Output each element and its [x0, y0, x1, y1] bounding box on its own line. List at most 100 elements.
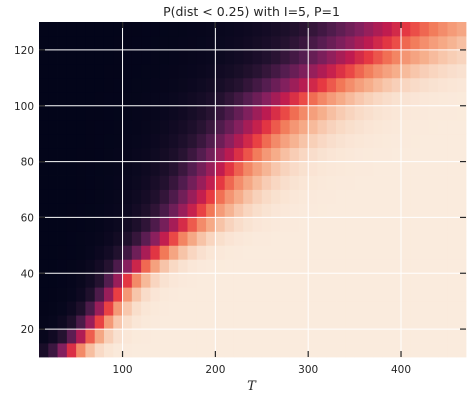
- heatmap-cell: [252, 161, 263, 176]
- heatmap-cell: [308, 287, 318, 302]
- heatmap-cell: [131, 245, 142, 260]
- heatmap-cell: [326, 343, 337, 358]
- heatmap-cell: [103, 329, 114, 344]
- heatmap-cell: [345, 217, 356, 232]
- heatmap-cell: [150, 63, 161, 79]
- heatmap-cell: [141, 91, 151, 107]
- heatmap-cell: [141, 63, 151, 79]
- heatmap-cell: [122, 231, 133, 246]
- heatmap-cell: [178, 161, 188, 176]
- heatmap-cell: [345, 63, 356, 79]
- heatmap-cell: [280, 287, 291, 302]
- heatmap-cell: [196, 133, 207, 149]
- heatmap-cell: [206, 287, 216, 302]
- heatmap-cell: [122, 133, 133, 149]
- heatmap-cell: [76, 35, 86, 51]
- heatmap-cell: [252, 22, 263, 37]
- heatmap-cell: [131, 105, 142, 121]
- heatmap-cell: [345, 119, 356, 135]
- heatmap-cell: [48, 301, 58, 316]
- heatmap-cell: [271, 231, 281, 246]
- heatmap-cell: [354, 63, 365, 79]
- heatmap-cell: [391, 273, 402, 288]
- heatmap-cell: [280, 161, 291, 176]
- heatmap-cell: [131, 77, 142, 93]
- heatmap-cell: [233, 35, 244, 51]
- heatmap-cell: [391, 77, 402, 93]
- heatmap-cell: [76, 245, 86, 260]
- heatmap-cell: [178, 343, 188, 358]
- heatmap-cell: [261, 175, 272, 190]
- heatmap-cell: [401, 259, 411, 274]
- heatmap-cell: [289, 77, 300, 93]
- heatmap-cell: [168, 273, 179, 288]
- heatmap-cell: [317, 203, 328, 218]
- heatmap-cell: [308, 175, 318, 190]
- heatmap-cell: [438, 35, 448, 51]
- heatmap-cell: [419, 245, 430, 260]
- heatmap-cell: [94, 189, 105, 204]
- heatmap-cell: [141, 105, 151, 121]
- heatmap-cell: [438, 245, 448, 260]
- heatmap-cell: [215, 287, 226, 302]
- heatmap-cell: [66, 259, 77, 274]
- heatmap-cell: [187, 147, 198, 162]
- heatmap-cell: [419, 217, 430, 232]
- heatmap-cell: [456, 245, 467, 260]
- heatmap-cell: [141, 301, 151, 316]
- heatmap-cell: [456, 119, 467, 135]
- heatmap-cell: [289, 203, 300, 218]
- heatmap-cell: [271, 175, 281, 190]
- heatmap-cell: [345, 105, 356, 121]
- heatmap-cell: [39, 119, 49, 135]
- heatmap-cell: [48, 63, 58, 79]
- heatmap-cell: [336, 161, 346, 176]
- heatmap-cell: [447, 119, 458, 135]
- heatmap-cell: [66, 133, 77, 149]
- heatmap-cell: [419, 287, 430, 302]
- x-tick-label: 300: [298, 364, 318, 376]
- heatmap-cell: [76, 49, 86, 65]
- heatmap-cell: [401, 343, 411, 358]
- heatmap-cell: [57, 133, 68, 149]
- heatmap-cell: [419, 231, 430, 246]
- heatmap-cell: [401, 203, 411, 218]
- heatmap-cell: [419, 77, 430, 93]
- heatmap-cell: [456, 287, 467, 302]
- heatmap-cell: [428, 147, 439, 162]
- heatmap-cell: [122, 287, 133, 302]
- heatmap-cell: [178, 77, 188, 93]
- heatmap-cell: [419, 189, 430, 204]
- heatmap-cell: [196, 329, 207, 344]
- heatmap-cell: [94, 287, 105, 302]
- heatmap-cell: [317, 22, 328, 37]
- heatmap-cell: [113, 105, 123, 121]
- heatmap-cell: [215, 63, 226, 79]
- heatmap-cell: [438, 22, 448, 37]
- heatmap-cell: [206, 315, 216, 330]
- heatmap-cell: [289, 49, 300, 65]
- heatmap-cell: [113, 329, 123, 344]
- heatmap-cell: [280, 77, 291, 93]
- heatmap-cell: [215, 189, 226, 204]
- heatmap-cell: [48, 77, 58, 93]
- heatmap-cell: [66, 49, 77, 65]
- heatmap-cell: [345, 77, 356, 93]
- heatmap-cell: [66, 105, 77, 121]
- heatmap-cell: [456, 343, 467, 358]
- gridlines: [39, 22, 466, 357]
- heatmap-cell: [447, 245, 458, 260]
- heatmap-cell: [103, 133, 114, 149]
- heatmap-cell: [326, 301, 337, 316]
- heatmap-cell: [336, 133, 346, 149]
- heatmap-cell: [261, 245, 272, 260]
- heatmap-cell: [168, 259, 179, 274]
- heatmap-cell: [438, 147, 448, 162]
- heatmap-cell: [391, 22, 402, 37]
- heatmap-cell: [326, 77, 337, 93]
- heatmap-cell: [289, 259, 300, 274]
- heatmap-cell: [317, 231, 328, 246]
- heatmap-cell: [159, 343, 170, 358]
- heatmap-cell: [447, 315, 458, 330]
- heatmap-cell: [298, 175, 309, 190]
